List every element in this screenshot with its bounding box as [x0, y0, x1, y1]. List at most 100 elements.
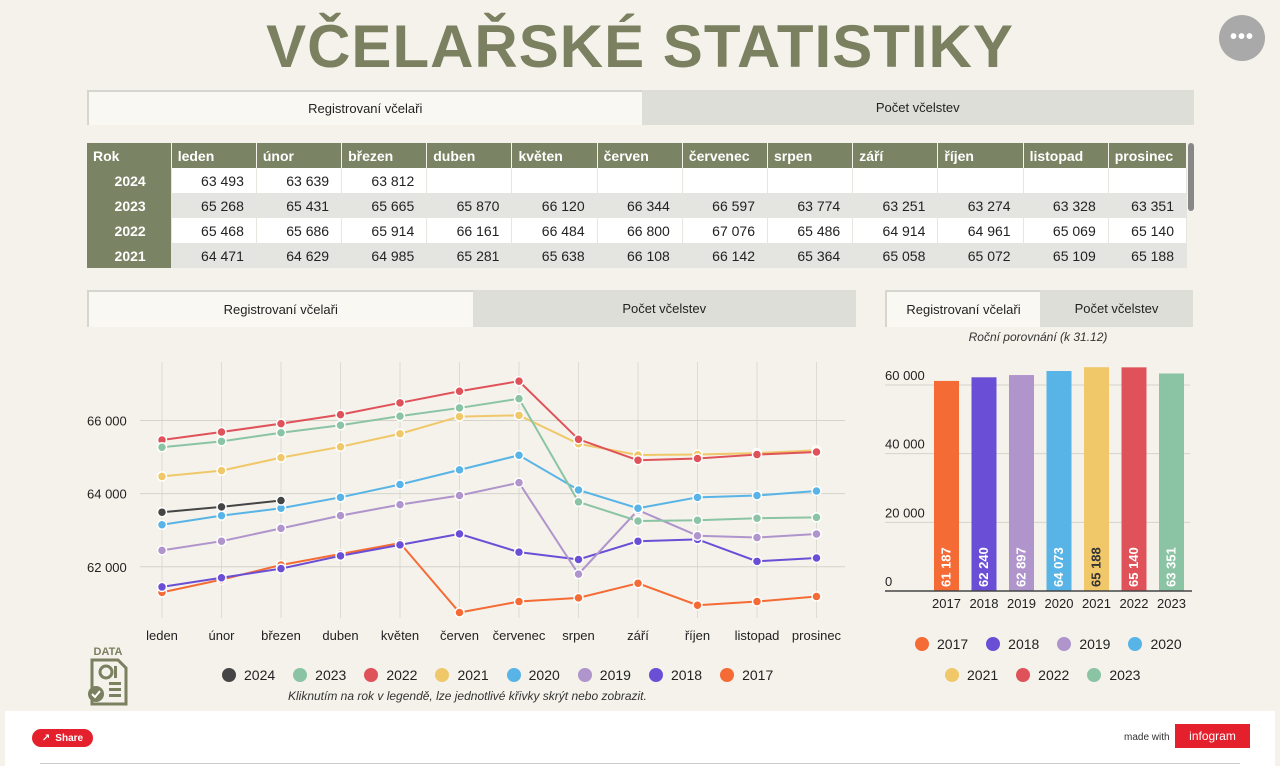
data-point [335, 510, 346, 521]
legend-item-2017[interactable]: 2017 [720, 667, 773, 683]
bar-legend-item-2017[interactable]: 2017 [915, 636, 968, 652]
line-series-2023 [161, 397, 817, 523]
legend-item-2021[interactable]: 2021 [435, 667, 489, 683]
legend-swatch [1128, 637, 1143, 651]
table-row: 2023 65 268 65 431 65 665 65 870 66 120 66 344… [87, 193, 1188, 218]
table-cell: 65 914 [341, 218, 428, 243]
table-cell: 66 120 [511, 193, 598, 218]
x-tick-label: říjen [685, 628, 710, 643]
legend-item-2020[interactable]: 2020 [506, 667, 560, 683]
bar-x-tick-label: 2018 [970, 596, 999, 611]
bar-chart-title: Roční porovnání (k 31.12) [969, 330, 1108, 344]
y-tick-label: 62 000 [87, 560, 127, 575]
bar-value-label: 65 140 [1126, 547, 1141, 587]
x-tick-label: prosinec [792, 628, 842, 643]
data-point [394, 539, 406, 551]
bar-legend-item-2023[interactable]: 2023 [1087, 667, 1140, 683]
table-cell: 64 471 [171, 243, 257, 268]
data-point [216, 510, 227, 521]
tab-line-colony-count[interactable]: Počet včelstev [472, 290, 856, 327]
data-point [751, 512, 763, 524]
bar-y-tick-label: 20 000 [885, 505, 925, 520]
data-point [394, 428, 406, 440]
legend-item-2024[interactable]: 2024 [222, 667, 275, 683]
data-point [573, 554, 584, 565]
infogram-logo[interactable]: infogram [1175, 724, 1250, 748]
bar-2023 [1159, 373, 1184, 591]
share-icon: ↗ [41, 732, 51, 744]
data-point [156, 471, 168, 482]
bar-legend-item-2022[interactable]: 2022 [1016, 667, 1069, 683]
bar-legend-item-2018[interactable]: 2018 [986, 636, 1039, 652]
bar-legend-item-2019[interactable]: 2019 [1057, 636, 1110, 652]
data-point [632, 515, 644, 527]
legend-swatch [506, 668, 521, 682]
data-point [394, 479, 406, 490]
bar-legend-item-2020[interactable]: 2020 [1128, 636, 1182, 652]
more-options-button[interactable]: ••• [1219, 15, 1265, 61]
data-point [513, 410, 525, 421]
legend-item-2019[interactable]: 2019 [577, 667, 631, 683]
legend-item-2018[interactable]: 2018 [648, 667, 702, 683]
data-point [751, 449, 763, 460]
data-label: DATA [93, 646, 123, 658]
table-year-cell: 2023 [87, 193, 172, 218]
legend-item-2023[interactable]: 2023 [293, 667, 346, 683]
table-year-cell: 2024 [87, 168, 172, 193]
table-cell: 65 364 [767, 243, 854, 268]
legend-label: 2020 [1150, 636, 1182, 652]
table-row: 2021 64 471 64 629 64 985 65 281 65 638 66 108… [87, 243, 1188, 268]
tab-registered-beekeepers[interactable]: Registrovaní včelaři [87, 90, 642, 125]
bar-y-tick-label: 0 [885, 574, 892, 589]
data-point [335, 420, 346, 431]
table-header-month: květen [511, 143, 598, 168]
legend-swatch [648, 668, 663, 682]
data-download-icon[interactable]: DATA [84, 646, 132, 708]
data-point [513, 477, 525, 488]
footer-bar [5, 711, 1275, 766]
data-point [394, 410, 406, 422]
table-header-month: září [852, 143, 939, 168]
tab-line-registered-beekeepers[interactable]: Registrovaní včelaři [87, 290, 473, 327]
data-point [275, 495, 287, 506]
legend-item-2022[interactable]: 2022 [364, 667, 417, 683]
tab-colony-count[interactable]: Počet včelstev [641, 90, 1194, 125]
x-tick-label: červenec [493, 628, 546, 643]
table-cell: 65 188 [1108, 243, 1188, 268]
stats-table: Rok leden únor březen duben květen červen červe… [87, 143, 1194, 269]
legend-label: 2022 [386, 667, 418, 683]
table-cell: 65 072 [937, 243, 1024, 268]
data-point [454, 607, 465, 618]
x-tick-label: září [627, 628, 649, 643]
document-chart-icon [88, 658, 128, 706]
data-point [811, 591, 822, 602]
x-tick-label: duben [322, 628, 358, 643]
table-cell: 65 638 [511, 243, 598, 268]
legend-swatch [222, 668, 236, 682]
data-point [513, 393, 525, 404]
share-button[interactable]: ↗ Share [32, 729, 93, 747]
table-cell: 63 774 [767, 193, 854, 218]
bar-legend-item-2021[interactable]: 2021 [945, 667, 998, 683]
tab-bar-registered-beekeepers[interactable]: Registrovaní včelaři [885, 290, 1040, 327]
data-point [275, 418, 287, 429]
legend-label: 2022 [1038, 667, 1070, 683]
data-point [454, 411, 465, 422]
table-header-month: listopad [1023, 143, 1109, 168]
table-cell [1108, 168, 1188, 193]
tab-bar-colony-count[interactable]: Počet včelstev [1040, 290, 1193, 327]
bar-x-tick-label: 2022 [1120, 596, 1149, 611]
table-cell: 65 281 [426, 243, 513, 268]
table-scrollbar[interactable] [1188, 143, 1194, 211]
legend-swatch [435, 668, 450, 682]
table-year-cell: 2022 [87, 218, 172, 243]
legend-label: 2021 [967, 667, 999, 683]
data-point [216, 465, 227, 476]
x-tick-label: srpen [562, 628, 595, 643]
bar-value-label: 62 240 [976, 547, 991, 587]
data-point [275, 563, 287, 574]
table-cell [1023, 168, 1109, 193]
data-point [335, 441, 346, 453]
table-cell [767, 168, 854, 193]
